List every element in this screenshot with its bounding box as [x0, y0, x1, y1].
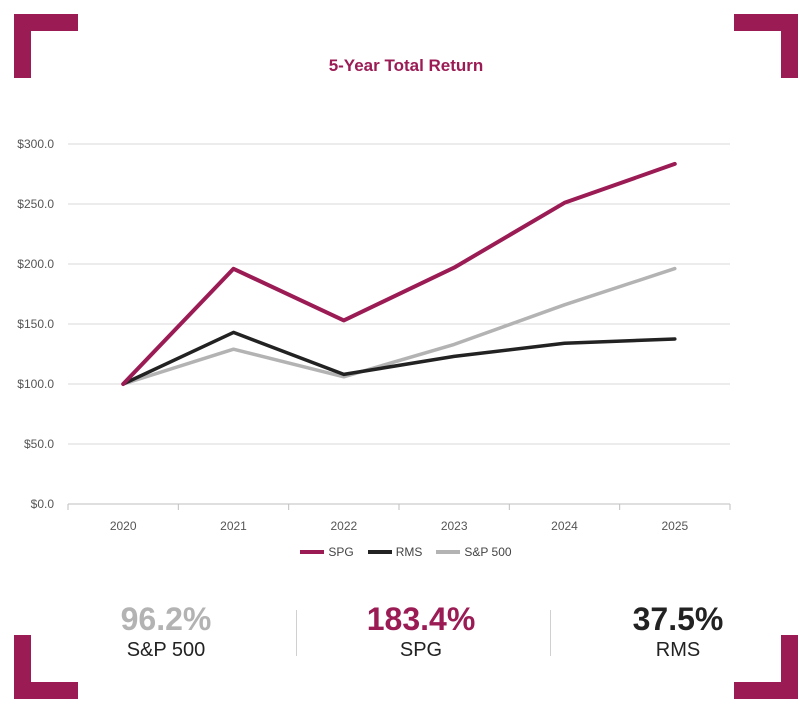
legend-label-spg: SPG [328, 545, 354, 559]
y-tick-label-5: $250.0 [17, 197, 54, 211]
y-tick-label-2: $100.0 [17, 377, 54, 391]
stat-spg: 183.4% SPG [301, 600, 541, 662]
stat-sp500-value: 96.2% [120, 601, 212, 637]
series-line-sp500 [121, 266, 677, 386]
y-tick-label-4: $200.0 [17, 257, 54, 271]
corner-top-right-vertical [781, 14, 798, 78]
y-tick-label-6: $300.0 [17, 137, 54, 151]
y-tick-label-3: $150.0 [17, 317, 54, 331]
stat-divider-1 [296, 610, 297, 656]
stat-sp500-label: S&P 500 [126, 639, 206, 661]
legend-item-spg: SPG [300, 545, 354, 559]
line-chart: $0.0 $50.0 $100.0 $150.0 $200.0 $250.0 $300.0 2… [17, 137, 731, 533]
chart-legend: SPG RMS S&P 500 [0, 545, 812, 559]
corner-top-left-vertical [14, 14, 31, 78]
stat-rms: 37.5% RMS [558, 600, 798, 662]
x-tick-label-2020: 2020 [110, 519, 137, 533]
y-tick-label-0: $0.0 [31, 497, 55, 511]
legend-label-sp500: S&P 500 [464, 545, 512, 559]
stat-rms-label: RMS [655, 639, 701, 661]
x-tick-label-2025: 2025 [661, 519, 688, 533]
x-tick-label-2023: 2023 [441, 519, 468, 533]
x-tick-label-2021: 2021 [220, 519, 247, 533]
legend-swatch-rms [367, 550, 392, 554]
x-tick-label-2024: 2024 [551, 519, 578, 533]
return-stats: 96.2% S&P 500 183.4% SPG 37.5% RMS [0, 600, 812, 670]
chart-title: 5-Year Total Return [328, 56, 484, 75]
legend-swatch-spg [300, 550, 325, 554]
legend-item-rms: RMS [367, 545, 423, 559]
stat-spg-value: 183.4% [366, 601, 476, 637]
stat-rms-value: 37.5% [632, 601, 724, 637]
y-tick-label-1: $50.0 [24, 437, 54, 451]
legend-label-rms: RMS [395, 545, 423, 559]
legend-swatch-sp500 [436, 550, 461, 554]
corner-bottom-right-vertical [781, 635, 798, 699]
stat-spg-label: SPG [399, 639, 443, 661]
series-line-rms [121, 330, 677, 386]
x-tick-label-2022: 2022 [330, 519, 357, 533]
series-line-spg [121, 161, 677, 386]
stat-sp500: 96.2% S&P 500 [46, 600, 286, 662]
legend-item-sp500: S&P 500 [436, 545, 512, 559]
corner-bottom-left-vertical [14, 635, 31, 699]
stat-divider-2 [550, 610, 551, 656]
